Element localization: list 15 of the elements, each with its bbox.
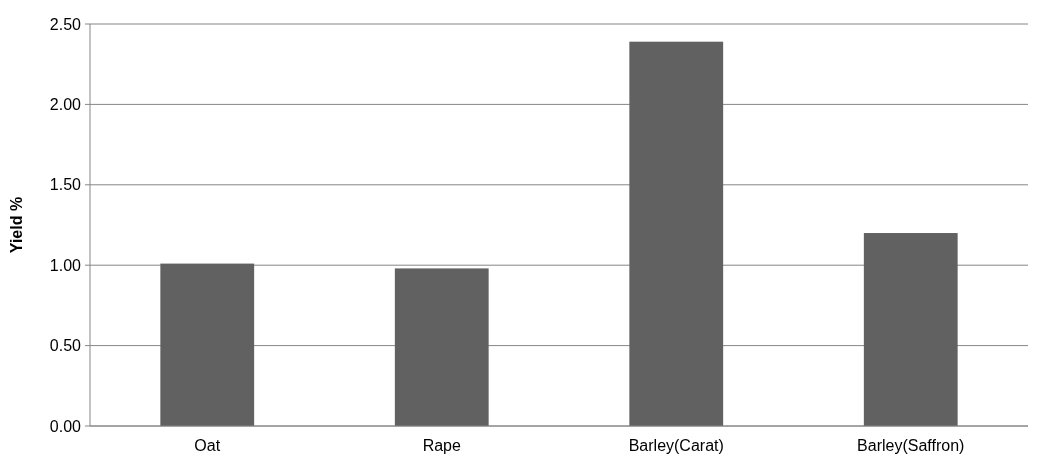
bar (394, 268, 489, 426)
bar (629, 41, 724, 426)
bar (160, 263, 255, 426)
y-axis-title: Yield % (8, 196, 25, 254)
x-tick-label: Oat (194, 437, 221, 454)
y-tick-label: 1.50 (49, 176, 82, 194)
x-tick-label: Barley(Carat) (628, 437, 724, 454)
y-tick-label: 2.50 (49, 15, 82, 33)
y-tick-label: 0.50 (49, 337, 82, 355)
y-tick-label: 0.00 (49, 417, 82, 435)
y-tick-label: 1.00 (49, 256, 82, 274)
x-tick-label: Rape (422, 437, 461, 454)
x-tick-label: Barley(Saffron) (857, 437, 965, 454)
y-tick-label: 2.00 (49, 96, 82, 113)
bar (863, 233, 958, 426)
